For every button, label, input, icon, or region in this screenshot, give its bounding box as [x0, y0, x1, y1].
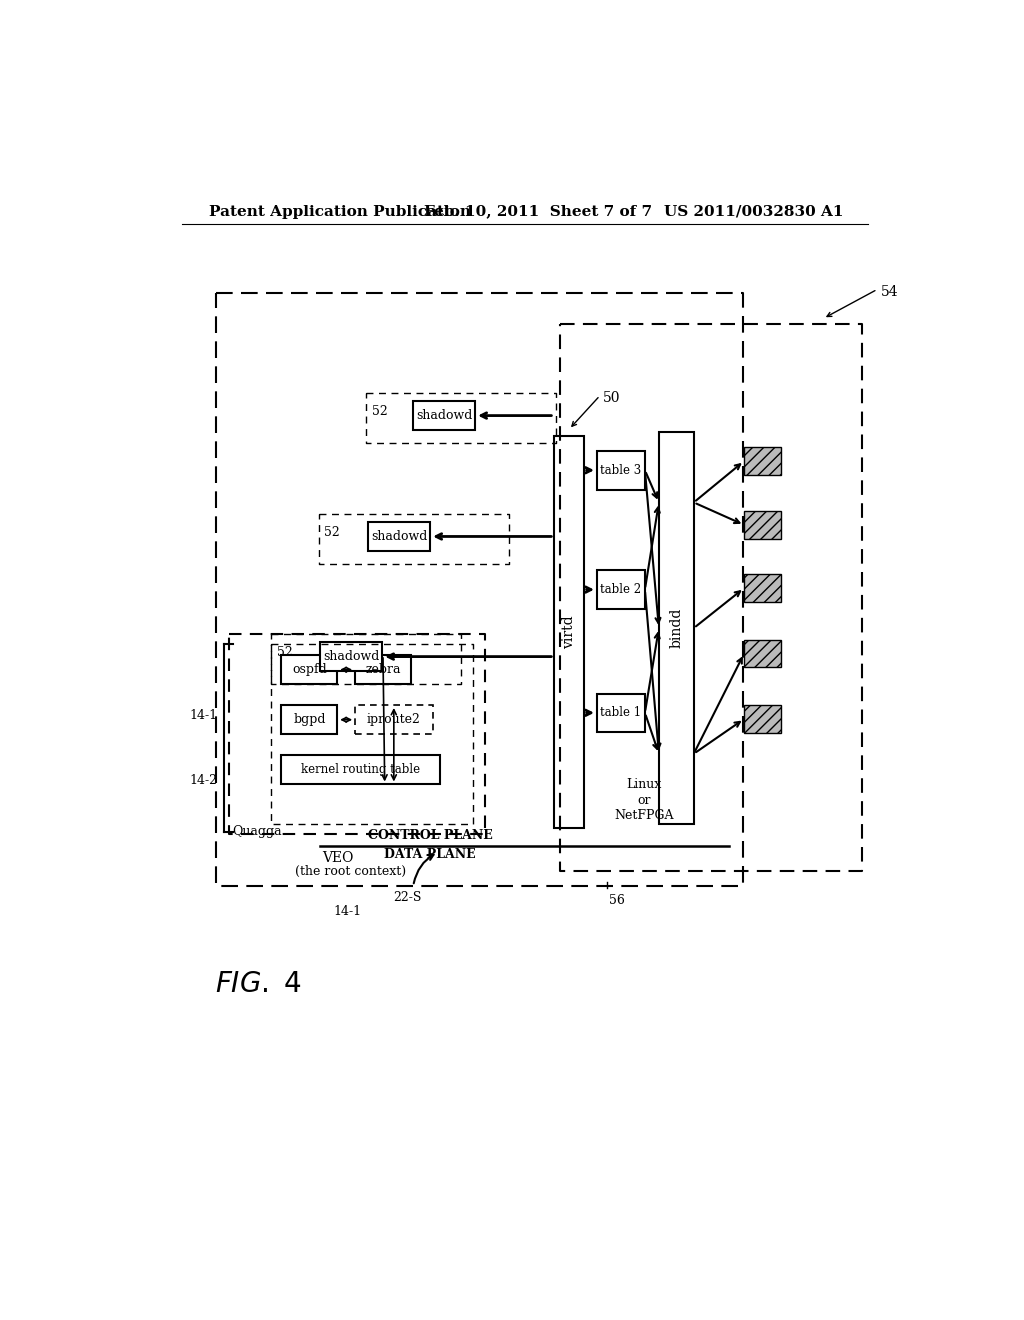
Bar — [744, 640, 781, 668]
Bar — [414, 401, 475, 430]
Text: 52: 52 — [372, 405, 388, 418]
Text: $\mathit{FIG.\ 4}$: $\mathit{FIG.\ 4}$ — [215, 970, 302, 998]
Text: 50: 50 — [603, 391, 621, 405]
Bar — [744, 705, 781, 733]
Text: Quagga: Quagga — [232, 825, 283, 838]
Bar — [355, 655, 411, 684]
Text: Linux: Linux — [627, 779, 662, 791]
Bar — [744, 574, 781, 602]
Text: DATA PLANE: DATA PLANE — [384, 849, 476, 862]
Bar — [658, 432, 693, 825]
Bar — [282, 705, 337, 734]
Text: shadowd: shadowd — [323, 649, 379, 663]
Text: (the root context): (the root context) — [295, 866, 406, 878]
Text: US 2011/0032830 A1: US 2011/0032830 A1 — [665, 205, 844, 219]
Text: or: or — [638, 793, 651, 807]
Text: table 3: table 3 — [600, 463, 641, 477]
Text: 52: 52 — [276, 645, 293, 659]
Text: table 2: table 2 — [600, 583, 641, 597]
Text: zebra: zebra — [366, 663, 400, 676]
Text: VEO: VEO — [322, 851, 353, 866]
Text: kernel routing table: kernel routing table — [301, 763, 421, 776]
Text: NetFPGA: NetFPGA — [614, 809, 674, 822]
Text: virtd: virtd — [562, 615, 575, 648]
Bar — [597, 451, 645, 490]
Text: 54: 54 — [881, 285, 898, 300]
Text: Patent Application Publication: Patent Application Publication — [209, 205, 471, 219]
Text: bgpd: bgpd — [293, 713, 326, 726]
Bar — [282, 755, 440, 784]
Text: Feb. 10, 2011  Sheet 7 of 7: Feb. 10, 2011 Sheet 7 of 7 — [424, 205, 652, 219]
Text: iproute2: iproute2 — [367, 713, 421, 726]
Text: 22-S: 22-S — [393, 891, 422, 904]
Bar — [282, 655, 337, 684]
Text: 14-1: 14-1 — [189, 709, 217, 722]
Text: 14-1: 14-1 — [334, 906, 361, 919]
Bar — [597, 570, 645, 609]
Text: 56: 56 — [608, 894, 625, 907]
Bar — [369, 521, 430, 552]
Text: 14-2: 14-2 — [189, 775, 218, 788]
Text: table 1: table 1 — [600, 706, 641, 719]
Bar — [355, 705, 432, 734]
Text: ospfd: ospfd — [292, 663, 327, 676]
Bar — [597, 693, 645, 733]
Bar — [744, 447, 781, 475]
Bar — [744, 511, 781, 539]
Text: 52: 52 — [324, 525, 340, 539]
Bar — [554, 436, 584, 829]
Bar — [321, 642, 382, 671]
Text: shadowd: shadowd — [371, 529, 427, 543]
Text: bindd: bindd — [670, 609, 683, 648]
Text: CONTROL PLANE: CONTROL PLANE — [368, 829, 493, 842]
Text: shadowd: shadowd — [416, 409, 472, 422]
